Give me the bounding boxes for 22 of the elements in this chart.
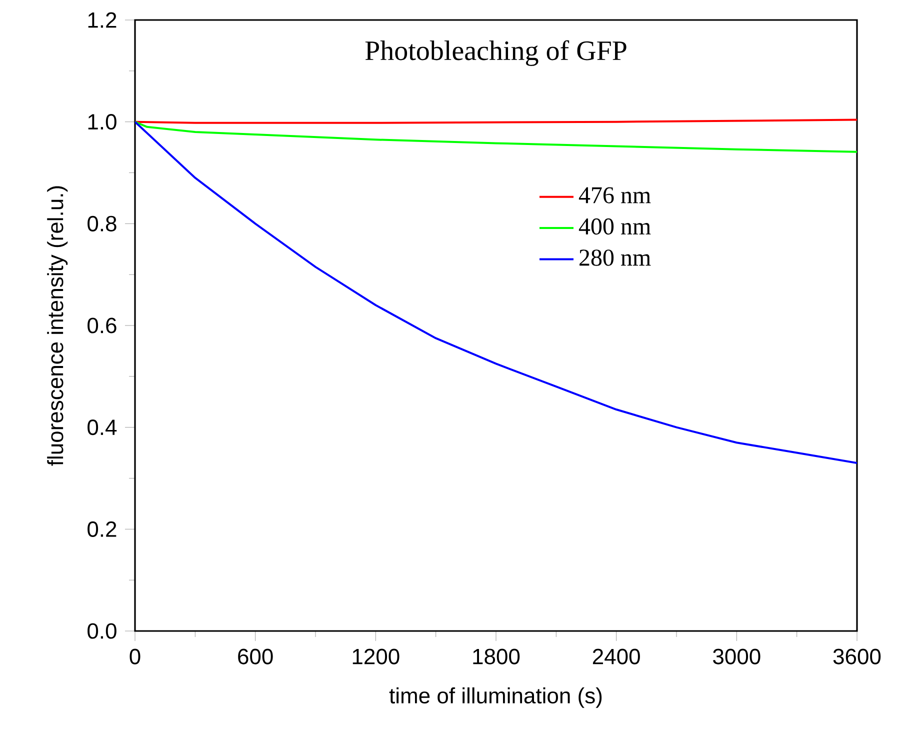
x-tick-label: 0 [130,648,140,664]
x-tick-label: 3000 [713,648,760,664]
x-axis-title: time of illumination (s) [389,687,602,708]
y-tick-label: 0.6 [88,318,116,334]
legend-label: 400 nm [578,218,651,235]
text: Photobleaching of GFP [365,40,626,66]
x-tick-label: 1200 [352,648,400,664]
y-tick-label: 1.2 [88,12,116,28]
y-tick-label: 0.0 [88,623,116,639]
y-axis-title: fluorescence intensity (rel.u.) [47,186,68,466]
x-tick-label: 600 [238,648,273,664]
y-tick-label: 0.8 [88,216,116,232]
line-series [135,120,857,153]
line-series [135,120,857,464]
x-tick-label: 2400 [592,648,640,664]
y-tick-label: 1.0 [88,114,116,130]
y-tick-label: 0.4 [88,420,117,436]
legend-label: 280 nm [580,250,651,266]
x-tick-label: 1800 [473,648,520,664]
x-tick-label: 3600 [833,648,881,664]
y-tick-label: 0.2 [88,521,116,537]
legend-label: 476 nm [578,187,651,204]
